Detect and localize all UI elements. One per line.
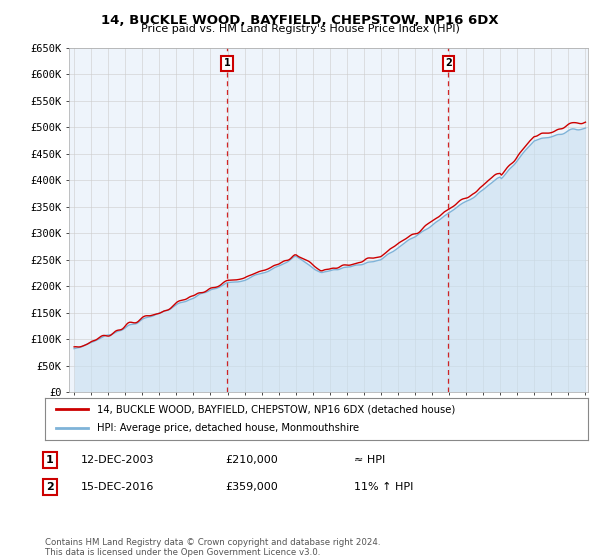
Text: £359,000: £359,000 (225, 482, 278, 492)
Text: 2: 2 (445, 58, 452, 68)
Text: 1: 1 (223, 58, 230, 68)
Text: ≈ HPI: ≈ HPI (354, 455, 385, 465)
Text: 11% ↑ HPI: 11% ↑ HPI (354, 482, 413, 492)
Text: HPI: Average price, detached house, Monmouthshire: HPI: Average price, detached house, Monm… (97, 423, 359, 433)
Text: 14, BUCKLE WOOD, BAYFIELD, CHEPSTOW, NP16 6DX (detached house): 14, BUCKLE WOOD, BAYFIELD, CHEPSTOW, NP1… (97, 404, 455, 414)
Text: 1: 1 (46, 455, 53, 465)
Text: 12-DEC-2003: 12-DEC-2003 (81, 455, 155, 465)
Text: 2: 2 (46, 482, 53, 492)
Text: £210,000: £210,000 (225, 455, 278, 465)
Text: 14, BUCKLE WOOD, BAYFIELD, CHEPSTOW, NP16 6DX: 14, BUCKLE WOOD, BAYFIELD, CHEPSTOW, NP1… (101, 14, 499, 27)
Text: Contains HM Land Registry data © Crown copyright and database right 2024.
This d: Contains HM Land Registry data © Crown c… (45, 538, 380, 557)
Text: Price paid vs. HM Land Registry's House Price Index (HPI): Price paid vs. HM Land Registry's House … (140, 24, 460, 34)
Text: 15-DEC-2016: 15-DEC-2016 (81, 482, 154, 492)
